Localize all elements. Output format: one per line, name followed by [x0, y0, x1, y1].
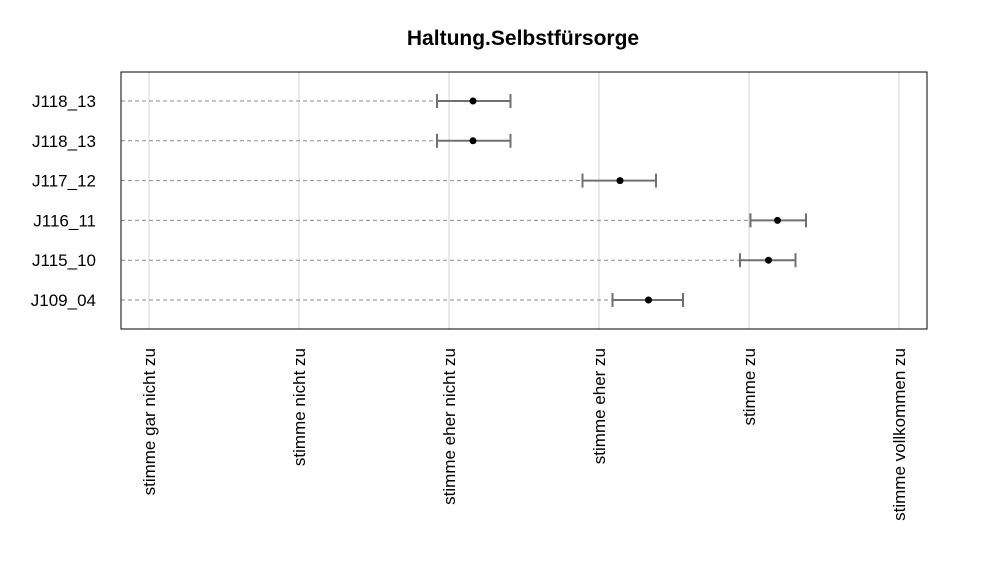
x-tick-label: stimme zu	[740, 348, 759, 425]
data-point	[645, 296, 652, 304]
data-point	[616, 177, 624, 185]
data-row	[121, 173, 657, 188]
x-axis-labels: stimme gar nicht zu stimme nicht zu stimme…	[140, 348, 909, 521]
chart-title: Haltung.Selbstfürsorge	[407, 27, 639, 50]
plot-frame	[120, 71, 928, 330]
x-tick-label: stimme nicht zu	[290, 348, 309, 466]
data-row	[121, 213, 807, 228]
data-point	[765, 256, 772, 264]
y-tick-label: J118_13	[32, 92, 96, 111]
y-tick-label: J118_13	[32, 132, 96, 151]
data-row	[121, 253, 797, 268]
x-tick-label: stimme gar nicht zu	[140, 348, 159, 495]
x-tick-label: stimme eher zu	[590, 348, 609, 464]
y-tick-label: J117_12	[32, 172, 96, 191]
grid-lines	[148, 72, 900, 329]
data-rows	[121, 94, 807, 307]
data-row	[121, 293, 684, 307]
data-point	[469, 97, 477, 105]
data-point	[469, 137, 477, 145]
x-tick-label: stimme vollkommen zu	[890, 348, 909, 521]
data-row	[121, 133, 512, 148]
y-tick-label: J109_04	[31, 291, 96, 310]
y-tick-label: J116_11	[33, 211, 96, 230]
y-axis-labels: J118_13 J118_13 J117_12 J116_11 J115_10 J109_…	[31, 92, 96, 310]
data-row	[121, 94, 512, 108]
y-tick-label: J115_10	[32, 251, 96, 270]
data-point	[774, 216, 781, 224]
x-tick-label: stimme eher nicht zu	[440, 348, 459, 505]
